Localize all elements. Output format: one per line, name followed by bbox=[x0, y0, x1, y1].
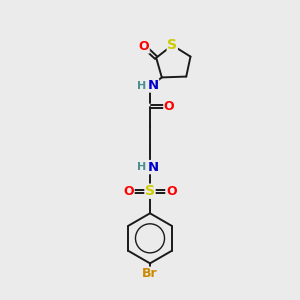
Text: S: S bbox=[167, 38, 177, 52]
Text: O: O bbox=[139, 40, 149, 53]
Text: H: H bbox=[137, 162, 146, 172]
Text: N: N bbox=[147, 160, 158, 174]
Text: O: O bbox=[164, 100, 175, 113]
Text: H: H bbox=[137, 80, 146, 91]
Text: N: N bbox=[147, 79, 158, 92]
Text: O: O bbox=[124, 185, 134, 198]
Text: O: O bbox=[166, 185, 176, 198]
Text: Br: Br bbox=[142, 267, 158, 280]
Text: S: S bbox=[145, 184, 155, 198]
